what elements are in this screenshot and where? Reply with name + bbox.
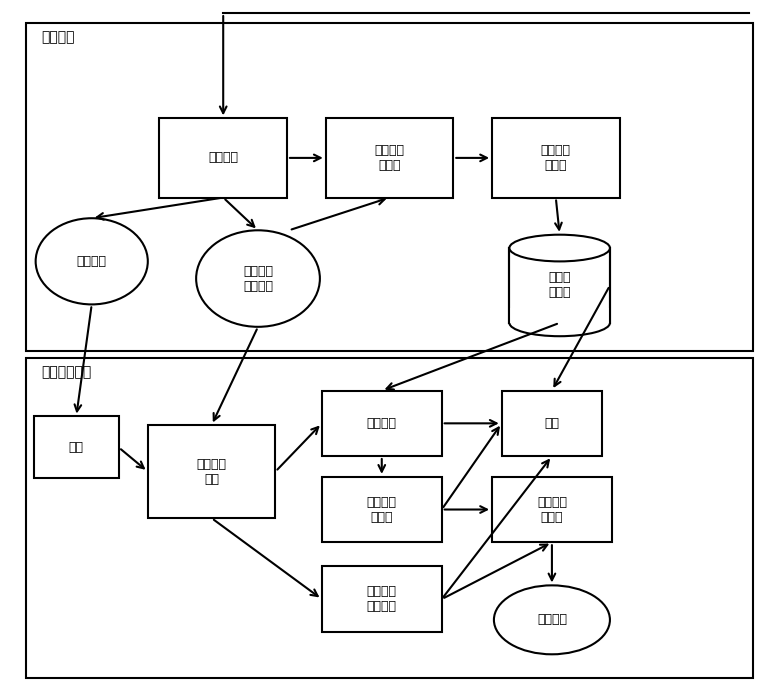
Bar [492,477,612,542]
Bar [33,416,118,478]
Text: 分析: 分析 [69,441,84,454]
Bar [326,118,453,197]
Text: 构件可变
性分析: 构件可变 性分析 [375,144,404,172]
Bar [26,24,753,351]
Text: 应用系统工程: 应用系统工程 [41,365,92,379]
Text: 构建可复
用构件: 构建可复 用构件 [541,144,571,172]
Bar [322,477,442,542]
Ellipse shape [36,218,148,304]
Bar [492,118,619,197]
Text: 领域基准
体系结构: 领域基准 体系结构 [243,265,273,293]
Text: 构件组装
和测试: 构件组装 和测试 [537,496,567,523]
Text: 构件特化
和修改: 构件特化 和修改 [367,496,397,523]
Text: 开发未找
到构件的: 开发未找 到构件的 [367,585,397,613]
Text: 获取构件: 获取构件 [367,417,397,430]
Text: 可复用
构件库: 可复用 构件库 [548,272,571,300]
Text: 体系结构
设计: 体系结构 设计 [196,457,227,486]
Text: 领域工程: 领域工程 [41,31,75,44]
Ellipse shape [509,235,610,261]
Bar [509,308,611,323]
Bar [26,358,753,678]
Ellipse shape [196,230,320,327]
Bar [322,566,442,632]
Bar [148,425,276,518]
Bar [502,391,602,456]
Text: 领域模型: 领域模型 [76,255,107,268]
Text: 领域分析: 领域分析 [208,152,238,165]
Ellipse shape [494,585,610,654]
Text: 应用系统: 应用系统 [537,613,567,626]
Bar [322,391,442,456]
Bar [509,248,610,323]
Ellipse shape [509,309,610,336]
Text: 评价: 评价 [545,417,559,430]
Bar [160,118,287,197]
